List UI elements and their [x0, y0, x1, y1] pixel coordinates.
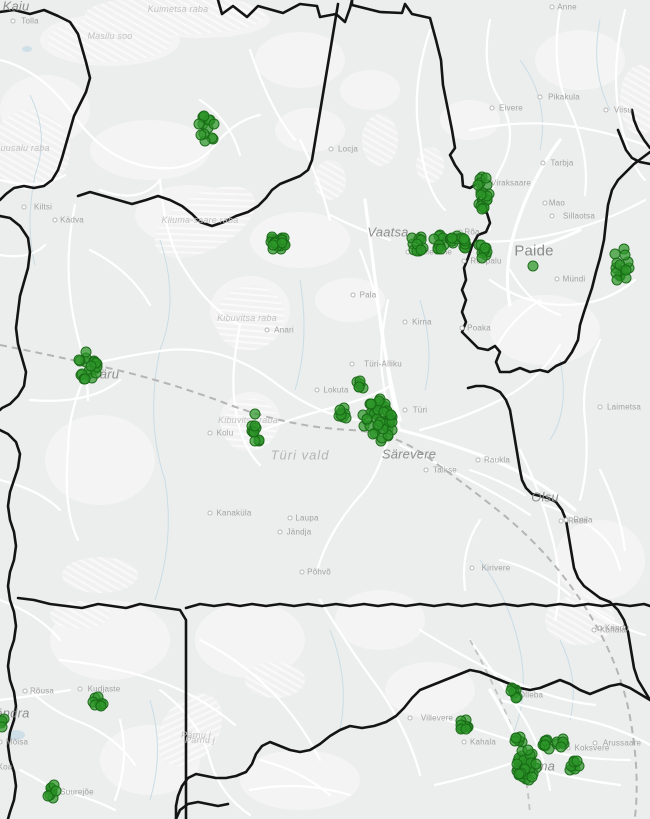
poi-dot-k-ndu	[597, 625, 603, 631]
data-point-marker[interactable]	[571, 755, 583, 767]
poi-dot-taikse	[423, 467, 429, 473]
data-point-marker[interactable]	[208, 118, 220, 130]
poi-dot-kolu	[207, 430, 213, 436]
poi-dot-locja	[328, 146, 334, 152]
data-point-marker[interactable]	[415, 244, 426, 256]
poi-dot-villevere	[407, 715, 413, 721]
data-point-marker[interactable]	[522, 744, 534, 756]
poi-dot-poaka	[459, 325, 465, 331]
data-point-marker[interactable]	[513, 768, 524, 780]
data-point-marker[interactable]	[460, 723, 472, 735]
data-point-marker[interactable]	[353, 381, 365, 393]
poi-dot-eivere	[489, 105, 495, 111]
data-point-marker[interactable]	[372, 419, 384, 431]
poi-dot-kanak-la	[207, 510, 213, 516]
poi-dot-t-ri	[402, 407, 408, 413]
poi-dot-j-ndja	[277, 529, 283, 535]
data-point-marker[interactable]	[476, 252, 488, 264]
data-point-marker[interactable]	[526, 771, 537, 783]
poi-dot-arussaare	[592, 740, 598, 746]
poi-dot-kudjaste	[77, 686, 83, 692]
data-point-marker[interactable]	[539, 739, 551, 751]
data-point-marker[interactable]	[198, 110, 210, 122]
poi-dot-pikakula	[537, 94, 543, 100]
poi-dot-laimetsa	[597, 404, 603, 410]
poi-dot-mao	[542, 200, 548, 206]
poi-dot-anari	[264, 327, 270, 333]
data-point-marker[interactable]	[85, 360, 96, 372]
data-point-marker[interactable]	[0, 721, 8, 733]
data-point-marker[interactable]	[530, 758, 542, 770]
poi-dot-r-usa	[22, 688, 28, 694]
minor-roads	[0, 8, 650, 817]
poi-dot-pala	[350, 292, 356, 298]
data-point-marker[interactable]	[435, 243, 447, 255]
poi-dot-tarbja	[540, 160, 546, 166]
admin-boundaries-ne	[616, 108, 650, 166]
poi-dot-kiltsi	[21, 204, 27, 210]
data-point-marker[interactable]	[334, 404, 346, 416]
data-point-marker[interactable]	[267, 239, 279, 250]
data-point-marker[interactable]	[73, 354, 84, 366]
data-point-marker[interactable]	[505, 685, 517, 697]
poi-dot-kirivere	[469, 565, 475, 571]
poi-dot-tolla	[10, 18, 16, 24]
poi-dot-m-isa	[0, 739, 3, 745]
data-point-marker[interactable]	[527, 260, 539, 271]
poi-dot-anne	[549, 4, 555, 10]
data-point-marker[interactable]	[458, 233, 470, 245]
poi-dot-reila	[563, 517, 569, 523]
poi-dot-kahala	[461, 739, 467, 745]
data-point-marker[interactable]	[620, 264, 632, 276]
data-point-marker[interactable]	[95, 700, 107, 712]
poi-dot-viisu	[603, 107, 609, 113]
data-point-marker[interactable]	[510, 692, 522, 704]
data-point-marker[interactable]	[510, 732, 522, 744]
data-point-marker[interactable]	[367, 428, 379, 440]
poi-dot-sillaotsa	[549, 213, 555, 219]
data-point-marker[interactable]	[79, 373, 91, 384]
poi-dot-kahala	[591, 627, 597, 633]
waterways	[29, 19, 611, 801]
poi-dot-p-hv	[299, 569, 305, 575]
data-point-marker[interactable]	[365, 398, 376, 410]
lakes	[7, 46, 32, 740]
poi-dot-retla	[558, 518, 564, 524]
railway-secondary	[469, 639, 531, 816]
data-point-marker[interactable]	[446, 232, 457, 244]
poi-dot-t-ri-alliku	[349, 361, 355, 367]
data-point-marker[interactable]	[50, 785, 62, 797]
data-point-marker[interactable]	[80, 346, 92, 358]
data-point-marker[interactable]	[195, 129, 207, 141]
data-point-marker[interactable]	[476, 203, 488, 214]
poi-dot-reopalu	[461, 258, 467, 264]
data-point-marker[interactable]	[555, 741, 567, 753]
data-point-marker[interactable]	[475, 189, 487, 201]
data-point-marker[interactable]	[479, 242, 491, 254]
poi-dot-k-dva	[52, 217, 58, 223]
data-point-marker[interactable]	[611, 274, 623, 286]
poi-dot-kirna	[402, 319, 408, 325]
poi-dot-lokuta	[314, 387, 320, 393]
data-point-marker[interactable]	[193, 118, 205, 130]
data-point-marker[interactable]	[249, 408, 261, 420]
data-point-marker[interactable]	[249, 420, 261, 432]
poi-dot-laupa	[287, 515, 293, 521]
data-point-marker[interactable]	[385, 409, 397, 421]
data-point-marker[interactable]	[361, 413, 373, 425]
data-point-marker[interactable]	[619, 249, 631, 260]
data-point-marker[interactable]	[480, 172, 492, 184]
poi-dot-raukla	[475, 457, 481, 463]
poi-dot-m-ndi	[554, 276, 560, 282]
